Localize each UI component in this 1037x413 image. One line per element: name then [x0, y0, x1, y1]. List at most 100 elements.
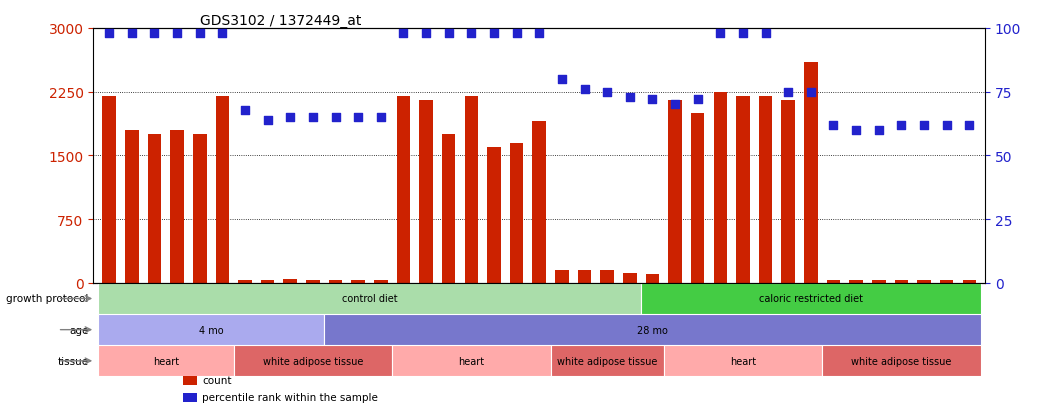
- Bar: [419, 101, 432, 283]
- Bar: [646, 275, 660, 283]
- Bar: [97, 283, 641, 314]
- Text: white adipose tissue: white adipose tissue: [262, 356, 363, 366]
- Point: [870, 127, 887, 134]
- Point: [282, 115, 299, 121]
- Point: [305, 115, 321, 121]
- Bar: [261, 281, 275, 283]
- Point: [169, 31, 186, 37]
- Text: heart: heart: [152, 356, 178, 366]
- Point: [214, 31, 230, 37]
- Point: [349, 115, 366, 121]
- Bar: [940, 281, 953, 283]
- Bar: [170, 131, 184, 283]
- Text: 28 mo: 28 mo: [637, 325, 668, 335]
- Text: tissue: tissue: [58, 356, 89, 366]
- Bar: [183, 376, 197, 385]
- Bar: [826, 281, 840, 283]
- Bar: [822, 345, 981, 377]
- Point: [531, 31, 548, 37]
- Point: [554, 76, 570, 83]
- Bar: [183, 393, 197, 402]
- Point: [825, 122, 842, 129]
- Bar: [442, 135, 455, 283]
- Bar: [664, 345, 822, 377]
- Point: [577, 87, 593, 93]
- Point: [123, 31, 140, 37]
- Bar: [374, 281, 388, 283]
- Bar: [782, 101, 795, 283]
- Bar: [804, 63, 817, 283]
- Text: age: age: [69, 325, 89, 335]
- Bar: [352, 280, 365, 283]
- Text: growth protocol: growth protocol: [6, 294, 89, 304]
- Bar: [691, 114, 704, 283]
- Bar: [668, 101, 682, 283]
- Bar: [306, 281, 319, 283]
- Point: [328, 115, 344, 121]
- Bar: [600, 271, 614, 283]
- Bar: [465, 97, 478, 283]
- Point: [916, 122, 932, 129]
- Point: [259, 117, 276, 124]
- Bar: [736, 97, 750, 283]
- Point: [146, 31, 163, 37]
- Bar: [872, 281, 886, 283]
- Point: [734, 31, 751, 37]
- Text: control diet: control diet: [341, 294, 397, 304]
- Text: white adipose tissue: white adipose tissue: [557, 356, 657, 366]
- Point: [644, 97, 661, 103]
- Bar: [329, 281, 342, 283]
- Bar: [125, 131, 139, 283]
- Bar: [551, 345, 664, 377]
- Bar: [239, 281, 252, 283]
- Bar: [510, 143, 524, 283]
- Point: [848, 127, 865, 134]
- Point: [893, 122, 909, 129]
- Bar: [962, 281, 976, 283]
- Point: [598, 89, 615, 96]
- Text: 4 mo: 4 mo: [199, 325, 223, 335]
- Point: [961, 122, 978, 129]
- Text: heart: heart: [458, 356, 484, 366]
- Bar: [918, 281, 931, 283]
- Point: [192, 31, 208, 37]
- Bar: [849, 281, 863, 283]
- Text: caloric restricted diet: caloric restricted diet: [759, 294, 863, 304]
- Bar: [147, 135, 161, 283]
- Bar: [283, 279, 297, 283]
- Point: [395, 31, 412, 37]
- Bar: [578, 271, 591, 283]
- Bar: [97, 314, 325, 345]
- Point: [938, 122, 955, 129]
- Bar: [233, 345, 392, 377]
- Bar: [759, 97, 773, 283]
- Point: [236, 107, 253, 114]
- Bar: [641, 283, 981, 314]
- Point: [757, 31, 774, 37]
- Bar: [392, 345, 551, 377]
- Point: [372, 115, 389, 121]
- Bar: [487, 147, 501, 283]
- Point: [780, 89, 796, 96]
- Text: count: count: [202, 375, 231, 385]
- Bar: [895, 281, 908, 283]
- Point: [803, 89, 819, 96]
- Point: [441, 31, 457, 37]
- Bar: [555, 271, 568, 283]
- Text: percentile rank within the sample: percentile rank within the sample: [202, 392, 379, 402]
- Point: [690, 97, 706, 103]
- Point: [101, 31, 117, 37]
- Text: GDS3102 / 1372449_at: GDS3102 / 1372449_at: [200, 14, 362, 28]
- Text: white adipose tissue: white adipose tissue: [851, 356, 952, 366]
- Point: [508, 31, 525, 37]
- Bar: [103, 97, 116, 283]
- Point: [418, 31, 435, 37]
- Bar: [325, 314, 981, 345]
- Point: [464, 31, 480, 37]
- Bar: [532, 122, 546, 283]
- Bar: [216, 97, 229, 283]
- Point: [712, 31, 729, 37]
- Bar: [713, 93, 727, 283]
- Bar: [193, 135, 206, 283]
- Point: [485, 31, 502, 37]
